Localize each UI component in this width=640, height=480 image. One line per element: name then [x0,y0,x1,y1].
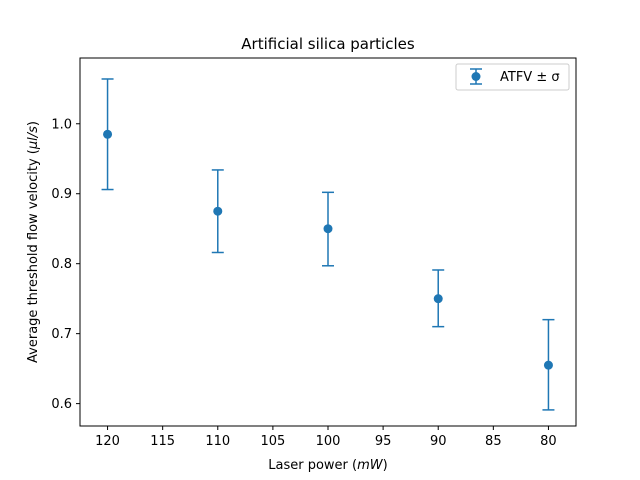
data-point [213,206,223,216]
y-tick-label: 0.6 [51,397,72,412]
y-tick-label: 0.9 [51,187,72,202]
chart-title: Artificial silica particles [241,35,415,53]
x-tick-label: 80 [540,434,557,449]
data-point [433,294,443,304]
data-point [543,360,553,370]
x-tick-label: 105 [260,434,285,449]
x-tick-label: 120 [95,434,120,449]
legend: ATFV ± σ [455,63,570,91]
legend-box [455,63,570,91]
legend-entry-label: ATFV ± σ [500,70,560,85]
data-point [323,224,333,234]
legend-marker-dot [471,72,481,81]
x-tick-label: 85 [485,434,502,449]
y-tick-label: 0.7 [51,327,72,342]
x-tick-label: 95 [375,434,392,449]
x-tick-label: 100 [316,434,341,449]
x-tick-label: 110 [205,434,230,449]
y-tick-label: 0.8 [51,257,72,272]
y-tick-label: 1.0 [51,117,72,132]
data-point [103,129,113,139]
plot-frame [79,57,577,427]
x-tick-label: 115 [150,434,175,449]
x-axis-label: Laser power (mW) [268,458,387,473]
x-tick-label: 90 [430,434,447,449]
y-axis-label: Average threshold flow velocity (µl/s) [26,121,41,363]
